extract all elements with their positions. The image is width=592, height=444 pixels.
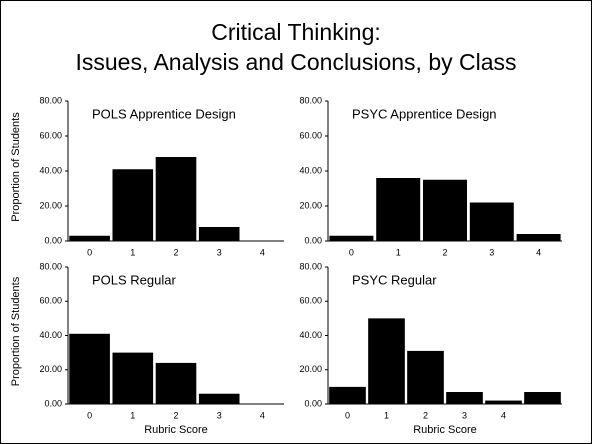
y-tick-label: 0.00 — [44, 235, 62, 245]
y-tick-label: 60.00 — [299, 130, 322, 140]
x-axis-label: Rubric Score — [413, 424, 477, 436]
bar — [155, 362, 197, 404]
slide-subtitle: Issues, Analysis and Conclusions, by Cla… — [75, 49, 516, 75]
y-tick-label: 40.00 — [39, 330, 62, 340]
y-tick-label: 80.00 — [39, 261, 62, 271]
y-tick-label: 20.00 — [299, 200, 322, 210]
y-tick-label: 80.00 — [299, 261, 322, 271]
bar — [112, 352, 154, 404]
y-axis-label: Proportion of Students — [10, 112, 22, 222]
chart-title: PSYC Apprentice Design — [352, 106, 497, 121]
x-tick-label: 0 — [345, 410, 350, 420]
x-tick-label: 1 — [396, 247, 401, 257]
y-tick-label: 60.00 — [299, 296, 322, 306]
bar — [485, 400, 522, 404]
y-tick-label: 80.00 — [299, 95, 322, 105]
y-tick-label: 80.00 — [39, 95, 62, 105]
x-tick-label: 1 — [384, 410, 389, 420]
x-tick-label: 2 — [173, 410, 178, 420]
y-tick-label: 0.00 — [44, 398, 62, 408]
y-tick-label: 60.00 — [39, 130, 62, 140]
bar — [368, 318, 405, 404]
x-tick-label: 0 — [87, 247, 92, 257]
x-tick-label: 4 — [260, 247, 265, 257]
y-tick-label: 40.00 — [39, 165, 62, 175]
x-tick-label: 1 — [130, 247, 135, 257]
chart-title: POLS Apprentice Design — [92, 106, 236, 121]
x-tick-label: 1 — [130, 410, 135, 420]
bar — [69, 235, 110, 241]
bar — [376, 178, 421, 241]
y-tick-label: 20.00 — [39, 200, 62, 210]
bar — [516, 234, 561, 241]
y-tick-label: 20.00 — [299, 364, 322, 374]
x-tick-label: 4 — [501, 410, 506, 420]
bar — [524, 392, 561, 404]
x-tick-label: 4 — [536, 247, 541, 257]
bar — [198, 227, 240, 241]
bar — [112, 169, 154, 241]
bar — [469, 202, 514, 241]
y-tick-label: 40.00 — [299, 165, 322, 175]
bar — [407, 350, 444, 404]
y-axis-label: Proportion of Students — [10, 276, 22, 386]
x-tick-label: 0 — [87, 410, 92, 420]
x-tick-label: 4 — [260, 410, 265, 420]
chart-title: POLS Regular — [92, 272, 176, 287]
y-tick-label: 0.00 — [304, 398, 322, 408]
bar — [329, 386, 366, 404]
x-tick-label: 3 — [462, 410, 467, 420]
bar — [423, 179, 467, 241]
x-tick-label: 3 — [489, 247, 494, 257]
x-tick-label: 2 — [173, 247, 178, 257]
y-tick-label: 20.00 — [39, 364, 62, 374]
x-tick-label: 2 — [423, 410, 428, 420]
bar — [329, 235, 374, 241]
x-axis-label: Rubric Score — [144, 424, 208, 436]
y-tick-label: 0.00 — [304, 235, 322, 245]
bar — [155, 157, 197, 241]
bar — [198, 393, 240, 404]
chart-title: PSYC Regular — [352, 272, 437, 287]
x-tick-label: 3 — [217, 247, 222, 257]
x-tick-label: 3 — [217, 410, 222, 420]
y-tick-label: 60.00 — [39, 296, 62, 306]
x-tick-label: 0 — [349, 247, 354, 257]
x-tick-label: 2 — [442, 247, 447, 257]
bar — [446, 392, 483, 404]
bar — [69, 333, 110, 404]
slide-title: Critical Thinking: — [211, 19, 381, 45]
y-tick-label: 40.00 — [299, 330, 322, 340]
